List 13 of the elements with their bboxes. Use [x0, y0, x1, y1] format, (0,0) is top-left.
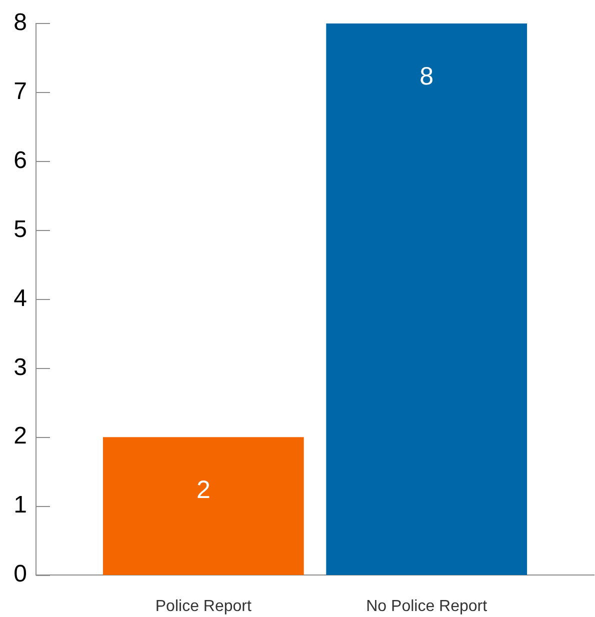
- y-tick-label: 0: [14, 560, 27, 588]
- y-tick-label: 2: [14, 422, 27, 450]
- y-tick-label: 6: [14, 146, 27, 174]
- y-tick-label: 7: [14, 78, 27, 105]
- data-label: 2: [196, 476, 210, 504]
- y-tick-label: 4: [14, 284, 27, 312]
- x-tick-label: No Police Report: [366, 598, 488, 616]
- y-tick-label: 1: [14, 492, 27, 519]
- x-tick-label: Police Report: [155, 598, 252, 616]
- y-tick-label: 5: [14, 216, 27, 243]
- y-tick-label: 3: [14, 354, 27, 381]
- y-tick-label: 8: [14, 9, 27, 36]
- data-label: 8: [420, 62, 434, 90]
